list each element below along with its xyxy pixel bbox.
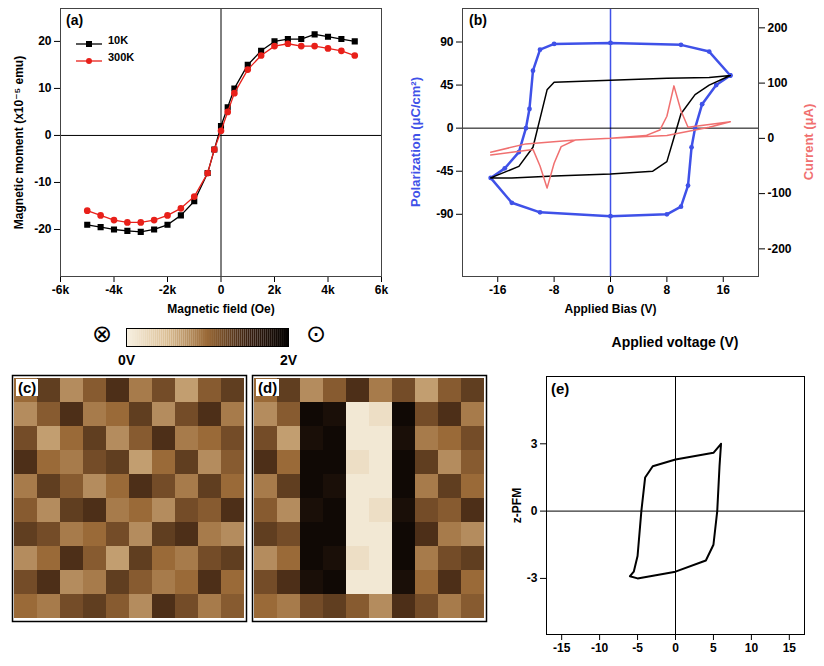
svg-text:-100: -100 xyxy=(768,186,792,200)
svg-text:-10: -10 xyxy=(34,175,52,189)
svg-text:0: 0 xyxy=(45,128,52,142)
svg-text:Applied Bias (V): Applied Bias (V) xyxy=(564,302,656,316)
svg-text:8: 8 xyxy=(664,283,671,297)
svg-text:0: 0 xyxy=(768,131,775,145)
svg-text:-8: -8 xyxy=(549,283,560,297)
svg-text:0V: 0V xyxy=(118,352,136,368)
html-text:(b): (b) xyxy=(469,12,487,28)
html-text:300K: 300K xyxy=(108,51,135,63)
svg-text:20: 20 xyxy=(38,34,52,48)
html-text:(d): (d) xyxy=(258,379,278,396)
svg-text:-90: -90 xyxy=(436,207,454,221)
svg-text:-3: -3 xyxy=(527,571,538,585)
svg-text:0: 0 xyxy=(218,283,225,297)
svg-text:2V: 2V xyxy=(280,352,298,368)
svg-text:2k: 2k xyxy=(268,283,282,297)
svg-text:10: 10 xyxy=(745,641,759,655)
svg-text:45: 45 xyxy=(440,78,454,92)
svg-text:5: 5 xyxy=(710,641,717,655)
html-text:(c): (c) xyxy=(18,379,37,396)
svg-text:Magnetic moment (x10⁻⁵ emu): Magnetic moment (x10⁻⁵ emu) xyxy=(12,56,26,229)
svg-text:0: 0 xyxy=(607,283,614,297)
html-text:Current (μA): Current (μA) xyxy=(800,103,816,181)
svg-text:-5: -5 xyxy=(632,641,643,655)
svg-text:15: 15 xyxy=(783,641,797,655)
svg-text:-6k: -6k xyxy=(52,283,70,297)
svg-text:-20: -20 xyxy=(34,222,52,236)
svg-text:4k: 4k xyxy=(321,283,335,297)
svg-text:-16: -16 xyxy=(489,283,507,297)
svg-text:-4k: -4k xyxy=(105,283,123,297)
svg-text:-45: -45 xyxy=(436,164,454,178)
svg-text:-15: -15 xyxy=(553,641,571,655)
svg-text:200: 200 xyxy=(768,21,788,35)
svg-text:-200: -200 xyxy=(768,242,792,256)
svg-text:100: 100 xyxy=(768,76,788,90)
html-text:Applied voltage (V): Applied voltage (V) xyxy=(611,334,739,350)
svg-text:-2k: -2k xyxy=(159,283,177,297)
svg-text:90: 90 xyxy=(440,35,454,49)
svg-text:16: 16 xyxy=(717,283,731,297)
svg-text:0: 0 xyxy=(672,641,679,655)
html-text:10K: 10K xyxy=(108,34,129,46)
html-text:(e): (e) xyxy=(551,380,570,397)
svg-text:3: 3 xyxy=(531,437,538,451)
svg-text:-10: -10 xyxy=(591,641,609,655)
html-text:Polarization (μC/cm²): Polarization (μC/cm²) xyxy=(407,77,423,207)
svg-text:0: 0 xyxy=(447,121,454,135)
svg-text:z-PFM: z-PFM xyxy=(510,488,524,523)
svg-text:Magnetic field (Oe): Magnetic field (Oe) xyxy=(167,302,274,316)
svg-text:6k: 6k xyxy=(375,283,389,297)
html-text:(a): (a) xyxy=(66,12,84,28)
svg-text:10: 10 xyxy=(38,81,52,95)
svg-text:0: 0 xyxy=(531,504,538,518)
